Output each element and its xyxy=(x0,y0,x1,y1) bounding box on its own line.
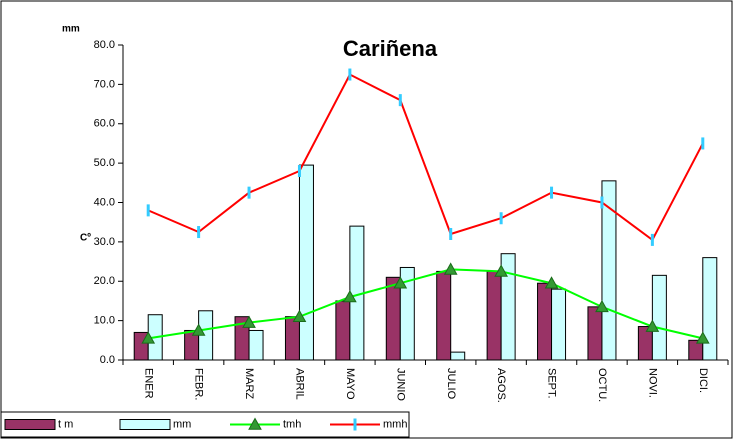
x-tick-label: ABRIL xyxy=(294,368,306,400)
y-axis-label-2: Cº xyxy=(80,233,91,244)
bar xyxy=(537,282,553,361)
legend-marker xyxy=(248,417,262,430)
legend-label: tmh xyxy=(283,418,301,430)
bar xyxy=(450,351,466,361)
y-tick-label: 50.0 xyxy=(94,157,115,169)
marker xyxy=(242,315,256,328)
marker xyxy=(297,165,301,177)
bar xyxy=(436,270,452,361)
marker xyxy=(544,276,559,289)
legend-label: mmh xyxy=(383,418,407,430)
marker xyxy=(146,204,150,217)
x-tick-label: SEPT. xyxy=(546,368,558,399)
x-tick-label: JUNIO xyxy=(394,368,406,401)
bar xyxy=(587,306,603,361)
line xyxy=(148,268,704,340)
chart-title: Cariñena xyxy=(343,36,438,61)
marker xyxy=(695,331,710,344)
chart-border xyxy=(0,0,733,439)
x-tick-label: MAYO xyxy=(344,368,356,400)
marker xyxy=(449,228,453,240)
bar xyxy=(601,180,617,361)
bar xyxy=(335,300,351,361)
marker xyxy=(645,319,660,332)
marker xyxy=(197,226,201,239)
bar xyxy=(651,274,667,361)
x-tick-label: DICI. xyxy=(697,368,709,393)
bar xyxy=(486,270,502,361)
bar xyxy=(298,164,314,361)
y-tick-label: 40.0 xyxy=(94,196,115,208)
marker xyxy=(701,137,705,150)
x-tick-label: FEBR. xyxy=(193,368,205,400)
marker xyxy=(443,262,458,275)
line xyxy=(147,73,704,242)
bar xyxy=(399,266,415,361)
x-tick-label: AGOS. xyxy=(495,368,507,403)
bar xyxy=(500,253,516,361)
x-tick-label: JULIO xyxy=(445,368,457,400)
y-tick-label: 30.0 xyxy=(94,236,115,248)
bar xyxy=(702,257,718,361)
y-tick-label: 10.0 xyxy=(94,315,115,327)
bar xyxy=(385,276,401,361)
y-tick-label: 20.0 xyxy=(94,275,115,287)
marker xyxy=(348,68,352,81)
marker xyxy=(141,331,156,344)
x-tick-label: OCTU. xyxy=(596,368,608,402)
marker xyxy=(650,233,654,246)
marker xyxy=(343,289,357,303)
marker xyxy=(494,264,508,277)
y-axis-label: mm xyxy=(62,24,80,35)
legend-marker xyxy=(353,418,357,431)
y-tick-label: 80.0 xyxy=(94,39,115,51)
bar xyxy=(248,329,264,361)
marker xyxy=(550,186,554,199)
marker xyxy=(600,196,604,209)
legend-swatch xyxy=(119,419,171,430)
legend-label: t m xyxy=(58,418,73,430)
marker xyxy=(393,276,408,289)
y-tick-label: 60.0 xyxy=(94,118,115,130)
x-tick-label: ENER xyxy=(142,368,154,399)
marker xyxy=(292,309,307,322)
legend-label: mm xyxy=(173,418,191,430)
y-tick-label: 0.0 xyxy=(100,354,115,366)
marker xyxy=(595,299,609,313)
marker xyxy=(398,94,402,107)
legend-swatch xyxy=(4,419,56,430)
bar xyxy=(551,288,567,361)
x-tick-label: NOVI. xyxy=(646,368,658,398)
marker xyxy=(191,323,206,336)
marker xyxy=(499,212,503,225)
bar xyxy=(284,316,300,361)
x-tick-label: MARZ xyxy=(243,368,255,399)
marker xyxy=(247,186,251,199)
y-tick-label: 70.0 xyxy=(94,78,115,90)
